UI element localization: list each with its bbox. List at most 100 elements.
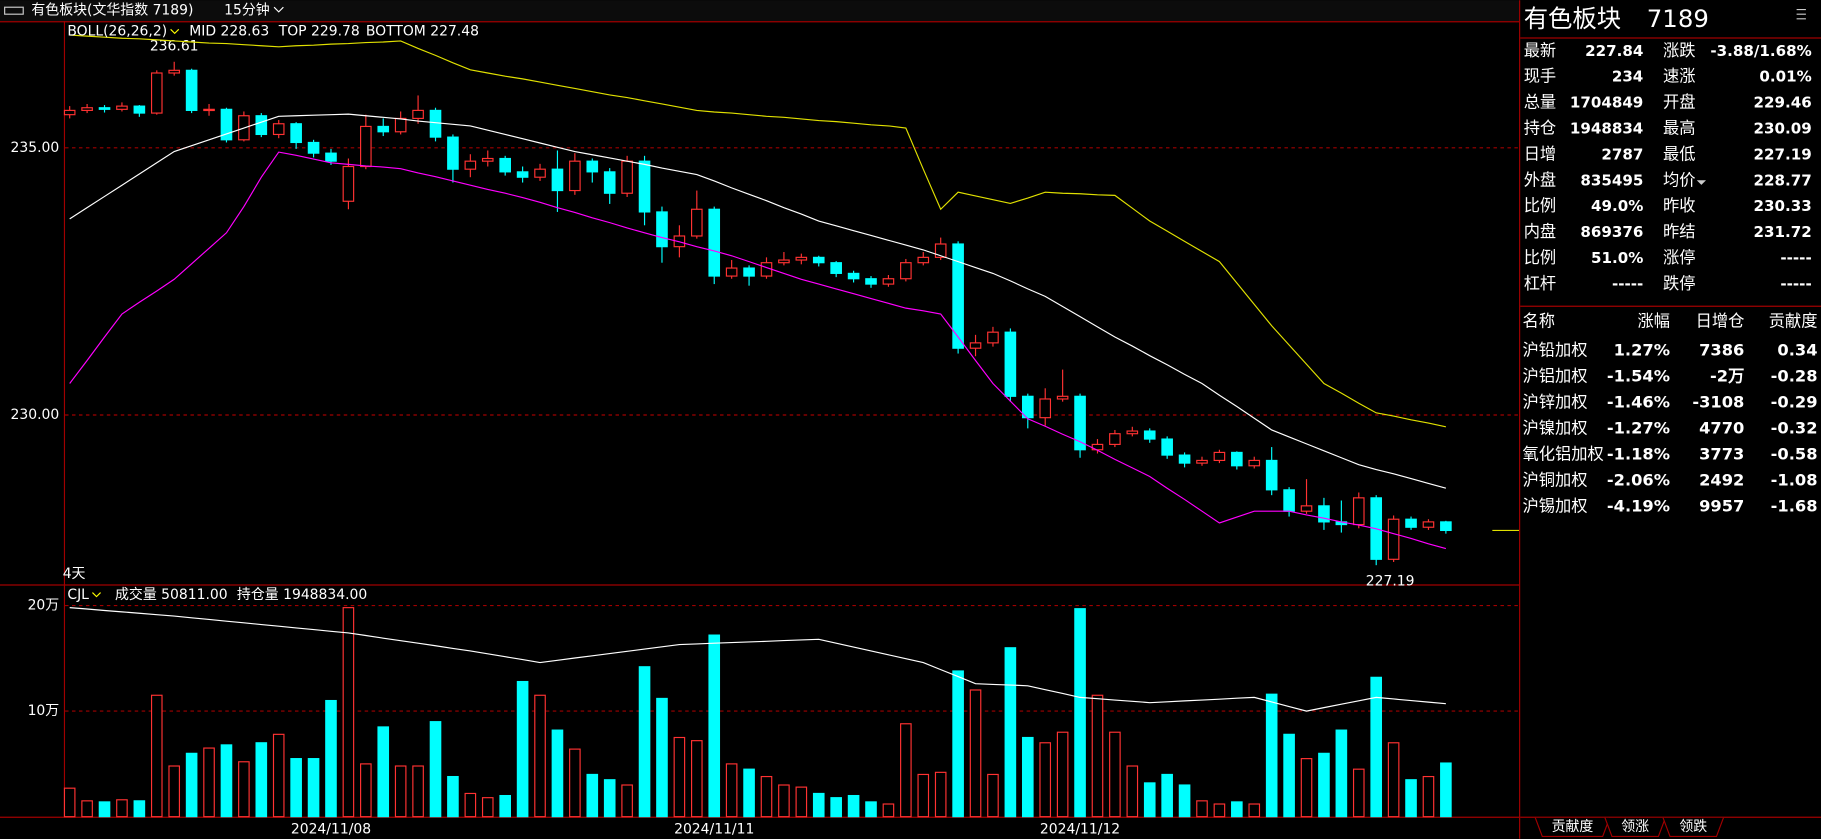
volume-bar <box>63 787 76 818</box>
quote-label: 最新 <box>1524 41 1557 60</box>
volume-bar <box>1231 801 1243 818</box>
panel-title: 有色板块 <box>1524 4 1622 33</box>
candle-body <box>1387 518 1400 560</box>
volume-bar <box>1265 693 1278 818</box>
volume-bar <box>429 721 442 818</box>
tab[interactable] <box>1604 817 1666 838</box>
legend-item: BOTTOM 227.48 <box>366 24 479 40</box>
volume-bar <box>133 800 146 818</box>
volume-bar <box>586 773 599 818</box>
volume-bar <box>760 775 773 818</box>
volume-bar <box>1352 768 1365 818</box>
volume-bar <box>743 768 755 818</box>
candle-body <box>429 109 442 138</box>
candle-body <box>1161 438 1173 456</box>
volume-bar <box>447 775 459 818</box>
tab-label[interactable]: 贡献度 <box>1552 819 1594 835</box>
volume-bar <box>1021 736 1034 818</box>
volume-bar <box>1300 758 1313 818</box>
indicator-name[interactable]: BOLL(26,26,2) <box>67 24 167 40</box>
table-cell: 4770 <box>1699 419 1744 438</box>
legend-item: TOP 229.78 <box>278 24 360 40</box>
volume-bar <box>812 792 825 818</box>
table-cell: -1.68 <box>1771 497 1818 516</box>
volume-bar <box>360 763 372 818</box>
tab[interactable] <box>1534 817 1611 838</box>
candle-body <box>1300 505 1313 512</box>
candle-body <box>1039 398 1052 419</box>
candle-body <box>638 160 651 213</box>
volume-bar <box>1248 803 1261 818</box>
volume-bar <box>534 694 546 818</box>
candle-body <box>569 160 581 192</box>
quote-value: 869376 <box>1580 223 1643 241</box>
volume-bar <box>98 801 111 818</box>
candle-body <box>342 165 355 202</box>
candle-body <box>185 69 198 111</box>
quote-label: 现手 <box>1524 67 1557 86</box>
dropdown-arrow[interactable] <box>92 592 101 598</box>
candle-body <box>708 208 721 277</box>
candle-body <box>691 208 703 237</box>
candle-body <box>743 267 755 277</box>
quote-value: 51.0% <box>1591 249 1643 267</box>
volume-bar <box>638 666 651 818</box>
candle-body <box>812 256 825 264</box>
candle-body <box>1265 459 1278 491</box>
quote-label: 跌停 <box>1663 274 1696 293</box>
link-icon[interactable] <box>4 6 24 15</box>
candle-body <box>586 160 599 173</box>
quote-value: 228.77 <box>1754 171 1812 189</box>
candle-body <box>830 262 842 274</box>
table-cell: 9957 <box>1699 497 1744 516</box>
volume-bar <box>342 607 355 818</box>
volume-bar <box>1109 731 1121 818</box>
volume-bar <box>1318 752 1330 818</box>
table-header: 日增仓 <box>1696 311 1745 330</box>
volume-bar <box>603 779 616 818</box>
dropdown-arrow[interactable] <box>273 6 284 13</box>
volume-bar <box>150 694 163 818</box>
volume-bar <box>272 733 285 818</box>
quote-value: 0.01% <box>1759 68 1811 86</box>
candle-body <box>307 141 320 154</box>
candle-body <box>220 108 233 141</box>
candle-body <box>1074 395 1086 451</box>
quote-label: 最高 <box>1663 119 1696 138</box>
quote-label: 昨结 <box>1663 222 1696 241</box>
volume-bar <box>1178 784 1191 818</box>
candle-body <box>63 109 76 116</box>
volume-bar <box>116 799 128 818</box>
tab[interactable] <box>1662 817 1724 838</box>
quote-value: -3.88/1.68% <box>1710 42 1811 60</box>
tab-label[interactable]: 领涨 <box>1621 819 1649 835</box>
volume-bar <box>847 794 860 818</box>
period-selector[interactable]: 15分钟 <box>224 2 270 19</box>
volume-bar <box>673 736 686 818</box>
volume-bar <box>185 752 198 818</box>
table-cell: -0.32 <box>1771 419 1818 438</box>
table-cell: -0.28 <box>1771 366 1818 385</box>
volume-bar <box>412 765 424 818</box>
candle-body <box>98 107 111 110</box>
table-cell: -0.58 <box>1771 445 1818 464</box>
dropdown-arrow[interactable] <box>1696 180 1707 185</box>
candle-body <box>795 256 808 261</box>
table-cell: 沪铝加权 <box>1523 366 1588 385</box>
y-tick-label: 10万 <box>28 703 60 719</box>
volume-bar <box>691 740 703 818</box>
volume-bar <box>1405 779 1417 818</box>
quote-value: 231.72 <box>1754 223 1812 241</box>
table-cell: -2万 <box>1710 366 1744 385</box>
volume-bar <box>830 797 842 818</box>
indicator-name[interactable]: CJL <box>67 587 89 603</box>
volume-bar <box>220 744 233 818</box>
menu-icon[interactable] <box>1796 8 1806 20</box>
tab-label[interactable]: 领跌 <box>1679 819 1707 835</box>
dropdown-arrow[interactable] <box>170 28 180 35</box>
table-cell: 氧化铝加权 <box>1523 445 1604 464</box>
quote-label: 开盘 <box>1663 93 1696 112</box>
table-cell: 沪锌加权 <box>1523 393 1588 412</box>
volume-bar <box>952 670 964 818</box>
